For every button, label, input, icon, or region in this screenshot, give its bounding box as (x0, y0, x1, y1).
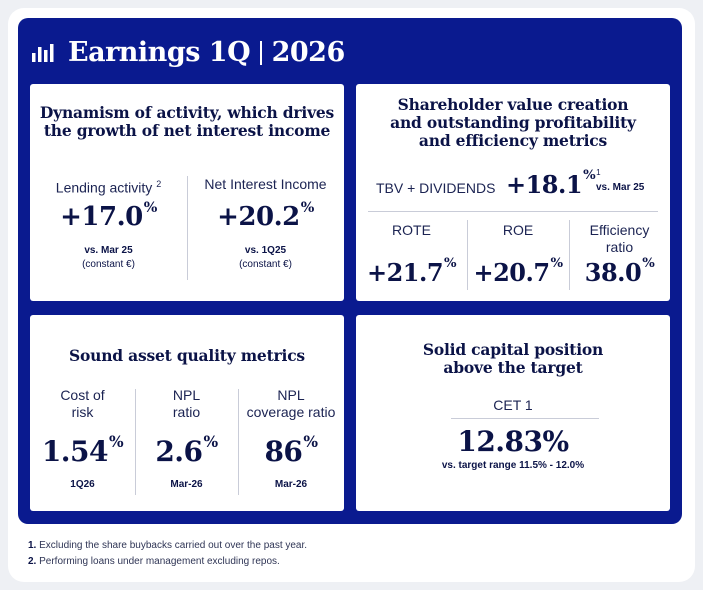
cost-of-risk-sub: 1Q26 (70, 479, 95, 490)
lending-activity-label: Lending activity 2 (55, 179, 162, 196)
npl-coverage-value: 86% (264, 433, 318, 468)
page-title: Earnings 1Q 2026 (68, 37, 345, 68)
rote-value: +21.7% (366, 256, 457, 287)
nii-label: Net Interest Income (204, 176, 327, 192)
lending-activity-sub: vs. Mar 25 (constant €) (82, 245, 135, 270)
divider (135, 389, 136, 495)
activity-card: Dynamism of activity, which drives the g… (30, 84, 344, 301)
tbv-value: +18.1%1 (506, 168, 601, 199)
title-line: and outstanding profitability (390, 113, 636, 132)
shareholder-value-card: Shareholder value creation and outstandi… (356, 84, 670, 301)
divider (451, 418, 599, 419)
activity-card-title: Dynamism of activity, which drives the g… (30, 104, 344, 140)
npl-ratio-sub: Mar-26 (170, 479, 203, 490)
title-year: 2026 (271, 36, 346, 68)
capital-card-title: Solid capital position above the target (356, 341, 670, 377)
nii-value: +20.2% (217, 200, 314, 232)
cet1-label: CET 1 (493, 397, 533, 413)
bar-chart-icon (32, 44, 54, 62)
npl-coverage-sub: Mar-26 (274, 479, 308, 490)
npl-ratio-value: 2.6% (155, 433, 218, 468)
roe-label: ROE (502, 222, 534, 238)
divider (368, 211, 658, 212)
npl-ratio-label: NPL ratio (172, 387, 201, 420)
cost-of-risk-value: 1.54% (41, 433, 124, 468)
asset-quality-card: Sound asset quality metrics Cost of risk… (30, 315, 344, 511)
title-line: Dynamism of activity, which drives (39, 103, 335, 122)
title-line: Shareholder value creation (397, 95, 629, 114)
efficiency-value: 38.0% (584, 256, 655, 287)
header: Earnings 1Q 2026 (32, 32, 345, 72)
title-line: the growth of net interest income (43, 121, 331, 140)
tbv-note: vs. Mar 25 (596, 182, 645, 193)
footnote-ref: 1 (596, 168, 601, 177)
divider (569, 220, 570, 290)
divider (238, 389, 239, 495)
footnote-ref: 2 (156, 179, 162, 189)
roe-value: +20.7% (473, 256, 563, 287)
cost-of-risk-label: Cost of risk (60, 387, 105, 420)
asset-quality-title: Sound asset quality metrics (69, 346, 305, 365)
efficiency-label: Efficiency ratio (589, 222, 650, 255)
rote-label: ROTE (392, 222, 431, 238)
cet1-sub: vs. target range 11.5% - 12.0% (441, 460, 585, 471)
lending-activity-value: +17.0% (60, 200, 157, 232)
earnings-panel: Earnings 1Q 2026 Dynamism of activity, wh… (18, 18, 682, 524)
capital-position-card: Solid capital position above the target … (356, 315, 670, 511)
divider (187, 176, 188, 280)
title-line: and efficiency metrics (418, 131, 608, 150)
shareholder-card-title: Shareholder value creation and outstandi… (356, 96, 670, 150)
title-text: Earnings 1Q (68, 36, 251, 68)
cet1-value: 12.83% (457, 425, 569, 458)
title-line: Solid capital position (422, 340, 604, 359)
footnote: 2. Performing loans under management exc… (28, 556, 280, 567)
title-separator (260, 41, 262, 65)
footnote: 1. Excluding the share buybacks carried … (28, 540, 308, 551)
title-line: above the target (443, 358, 583, 377)
npl-coverage-label: NPL coverage ratio (246, 387, 336, 420)
divider (467, 220, 468, 290)
tbv-label: TBV + DIVIDENDS (376, 180, 496, 196)
nii-sub: vs. 1Q25 (constant €) (239, 245, 292, 270)
